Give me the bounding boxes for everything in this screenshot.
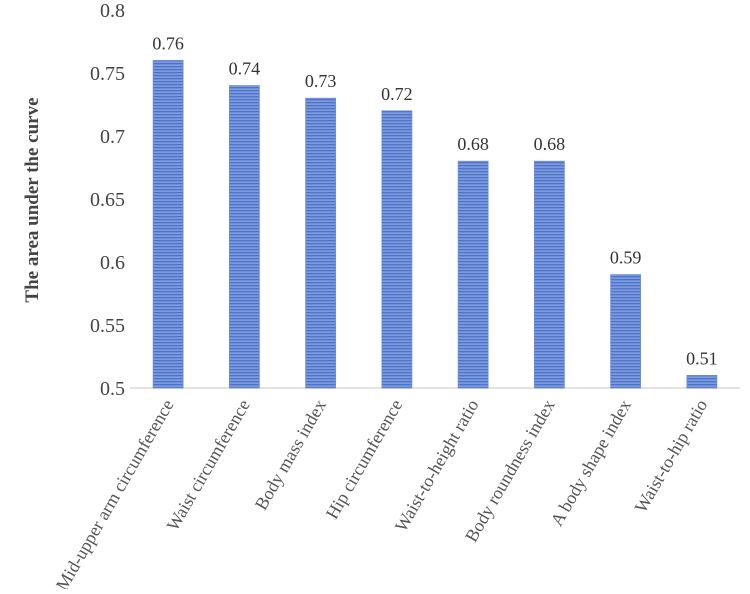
y-tick-label: 0.8 bbox=[100, 0, 125, 22]
y-axis-title: The area under the curve bbox=[22, 97, 43, 302]
bar bbox=[228, 85, 260, 389]
data-label: 0.59 bbox=[610, 248, 642, 268]
category-label: Waist-to-height ratio bbox=[391, 396, 483, 535]
data-label: 0.68 bbox=[457, 134, 489, 154]
category-label: Waist-to-hip ratio bbox=[631, 396, 712, 516]
category-label: Body mass index bbox=[251, 396, 330, 513]
bar bbox=[152, 60, 184, 389]
category-label: A body shape index bbox=[547, 396, 636, 529]
y-tick-label: 0.55 bbox=[90, 315, 125, 337]
y-axis-ticks: 0.5 0.55 0.6 0.65 0.7 0.75 0.8 bbox=[90, 0, 125, 400]
category-label: Waist circumference bbox=[163, 396, 254, 534]
y-tick-label: 0.5 bbox=[100, 378, 125, 400]
category-label: Mid-upper arm circumference bbox=[52, 396, 178, 589]
bar bbox=[381, 110, 413, 389]
bar bbox=[305, 97, 337, 389]
category-label: Body roundness index bbox=[461, 396, 559, 545]
bar bbox=[533, 160, 565, 389]
bars bbox=[152, 60, 718, 389]
y-tick-label: 0.7 bbox=[100, 126, 125, 148]
y-tick-label: 0.6 bbox=[100, 252, 125, 274]
category-label: Hip circumference bbox=[322, 396, 407, 522]
data-labels: 0.76 0.74 0.73 0.72 0.68 0.68 0.59 0.51 bbox=[152, 33, 717, 368]
bar bbox=[457, 160, 489, 389]
data-label: 0.76 bbox=[152, 33, 184, 53]
data-label: 0.72 bbox=[381, 84, 413, 104]
data-label: 0.73 bbox=[305, 71, 337, 91]
bar bbox=[686, 374, 718, 389]
data-label: 0.74 bbox=[229, 59, 261, 79]
y-tick-label: 0.65 bbox=[90, 189, 125, 211]
data-label: 0.51 bbox=[686, 348, 718, 368]
y-tick-label: 0.75 bbox=[90, 63, 125, 85]
bar bbox=[610, 274, 642, 389]
data-label: 0.68 bbox=[534, 134, 566, 154]
